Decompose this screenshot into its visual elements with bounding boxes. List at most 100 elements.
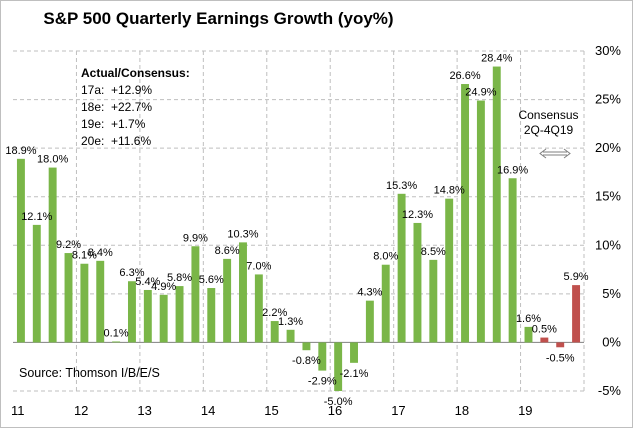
- data-label: 9.9%: [183, 232, 208, 244]
- data-label: 2.2%: [262, 307, 287, 319]
- data-label: 18.9%: [5, 145, 36, 157]
- bar-14Q4: [254, 274, 263, 343]
- y-tick-label: 0%: [602, 334, 621, 349]
- data-label: 14.8%: [434, 185, 465, 197]
- row-key: 18e:: [81, 100, 105, 114]
- bar-19Q3: [556, 342, 565, 348]
- bar-12Q3: [112, 341, 121, 343]
- data-label: 5.9%: [564, 271, 589, 283]
- data-label: 6.3%: [119, 267, 144, 279]
- gridlines: [13, 50, 585, 392]
- data-label: 1.6%: [516, 313, 541, 325]
- bar-17Q4: [445, 198, 454, 343]
- bar-14Q3: [239, 242, 247, 343]
- data-label: 8.0%: [373, 251, 398, 263]
- row-key: 19e:: [81, 117, 105, 131]
- data-label: 24.9%: [465, 87, 496, 99]
- data-label: 15.3%: [386, 180, 417, 192]
- consensus-note-line2: 2Q-4Q19: [523, 123, 574, 137]
- data-label: 12.3%: [402, 209, 433, 221]
- data-label: 5.4%: [135, 276, 160, 288]
- bar-14Q1: [207, 288, 216, 343]
- bar-12Q4: [127, 281, 136, 343]
- row-key: 20e:: [81, 134, 105, 148]
- bar-18Q4: [508, 178, 517, 343]
- bar-16Q3: [365, 300, 374, 343]
- double-arrow-icon: [539, 148, 571, 159]
- data-label: 0.5%: [532, 324, 557, 336]
- bar-13Q2: [159, 294, 168, 343]
- bars: [16, 66, 581, 391]
- bar-15Q3: [302, 342, 311, 351]
- actual-consensus-row: 20e: +11.6%: [81, 134, 190, 151]
- y-tick-label: 25%: [595, 92, 621, 107]
- bar-11Q3: [48, 167, 57, 343]
- source-note: Source: Thomson I/B/E/S: [19, 366, 160, 380]
- bar-13Q1: [143, 289, 152, 343]
- bar-13Q3: [175, 286, 184, 343]
- x-tick-label: 16: [328, 403, 342, 418]
- data-label: -0.8%: [292, 355, 321, 367]
- actual-consensus-row: 18e: +22.7%: [81, 100, 190, 117]
- x-tick-label: 18: [455, 403, 469, 418]
- x-tick-label: 11: [11, 403, 25, 418]
- data-label: -0.5%: [546, 352, 575, 364]
- data-label: -2.1%: [340, 368, 369, 380]
- bar-16Q1: [334, 342, 343, 391]
- bar-17Q3: [429, 259, 438, 343]
- data-label: 5.6%: [199, 274, 224, 286]
- data-label: 0.1%: [104, 327, 129, 339]
- bar-11Q2: [32, 224, 41, 343]
- actual-consensus-box: Actual/Consensus: 17a: +12.9% 18e: +22.7% …: [81, 66, 190, 151]
- y-tick-label: 30%: [595, 43, 621, 58]
- data-label: 7.0%: [246, 260, 271, 272]
- data-label: -2.9%: [308, 376, 337, 388]
- y-tick-label: 15%: [595, 189, 621, 204]
- x-tick-label: 14: [201, 403, 215, 418]
- data-label: 8.5%: [421, 246, 446, 258]
- data-label: 4.9%: [151, 281, 176, 293]
- data-label: 9.2%: [56, 239, 81, 251]
- consensus-note: Consensus 2Q-4Q19: [501, 108, 596, 138]
- row-value: +12.9%: [111, 83, 153, 97]
- y-tick-label: -5%: [598, 383, 622, 398]
- bar-14Q2: [223, 258, 232, 343]
- bar-18Q3: [492, 66, 501, 343]
- bar-16Q4: [381, 264, 390, 343]
- bar-19Q4: [572, 285, 581, 343]
- data-label: 16.9%: [497, 164, 528, 176]
- y-tick-label: 20%: [595, 140, 621, 155]
- bar-15Q2: [286, 329, 295, 343]
- bar-12Q1: [80, 263, 89, 343]
- bar-17Q1: [397, 193, 406, 343]
- data-labels: 18.9%12.1%18.0%9.2%8.1%8.4%0.1%6.3%5.4%4…: [5, 53, 588, 408]
- row-value: +22.7%: [111, 100, 153, 114]
- bar-11Q1: [16, 158, 25, 343]
- row-value: +11.6%: [111, 134, 152, 148]
- x-tick-label: 17: [391, 403, 405, 418]
- y-axis-ticks: -5% 0% 5% 10% 15% 20% 25% 30%: [595, 43, 621, 398]
- x-tick-label: 13: [137, 403, 151, 418]
- data-label: 10.3%: [227, 228, 258, 240]
- data-label: 26.6%: [449, 70, 480, 82]
- data-label: 28.4%: [481, 53, 512, 65]
- bar-15Q4: [318, 342, 327, 371]
- bar-11Q4: [64, 253, 73, 343]
- row-key: 17a:: [81, 83, 105, 97]
- actual-consensus-row: 17a: +12.9%: [81, 83, 190, 100]
- data-label: 8.6%: [215, 245, 240, 257]
- bar-19Q2: [540, 337, 549, 343]
- x-tick-label: 19: [518, 403, 532, 418]
- data-label: 8.4%: [88, 247, 113, 259]
- data-label: 5.8%: [167, 272, 192, 284]
- data-label: 8.1%: [72, 250, 97, 262]
- x-axis-ticks: 11 12 13 14 15 16 17 18 19: [11, 403, 533, 418]
- x-tick-label: 15: [264, 403, 278, 418]
- data-label: -5.0%: [324, 396, 353, 408]
- row-value: +1.7%: [111, 117, 146, 131]
- bar-13Q4: [191, 246, 200, 343]
- bar-16Q2: [350, 342, 358, 363]
- bar-18Q1: [461, 84, 470, 343]
